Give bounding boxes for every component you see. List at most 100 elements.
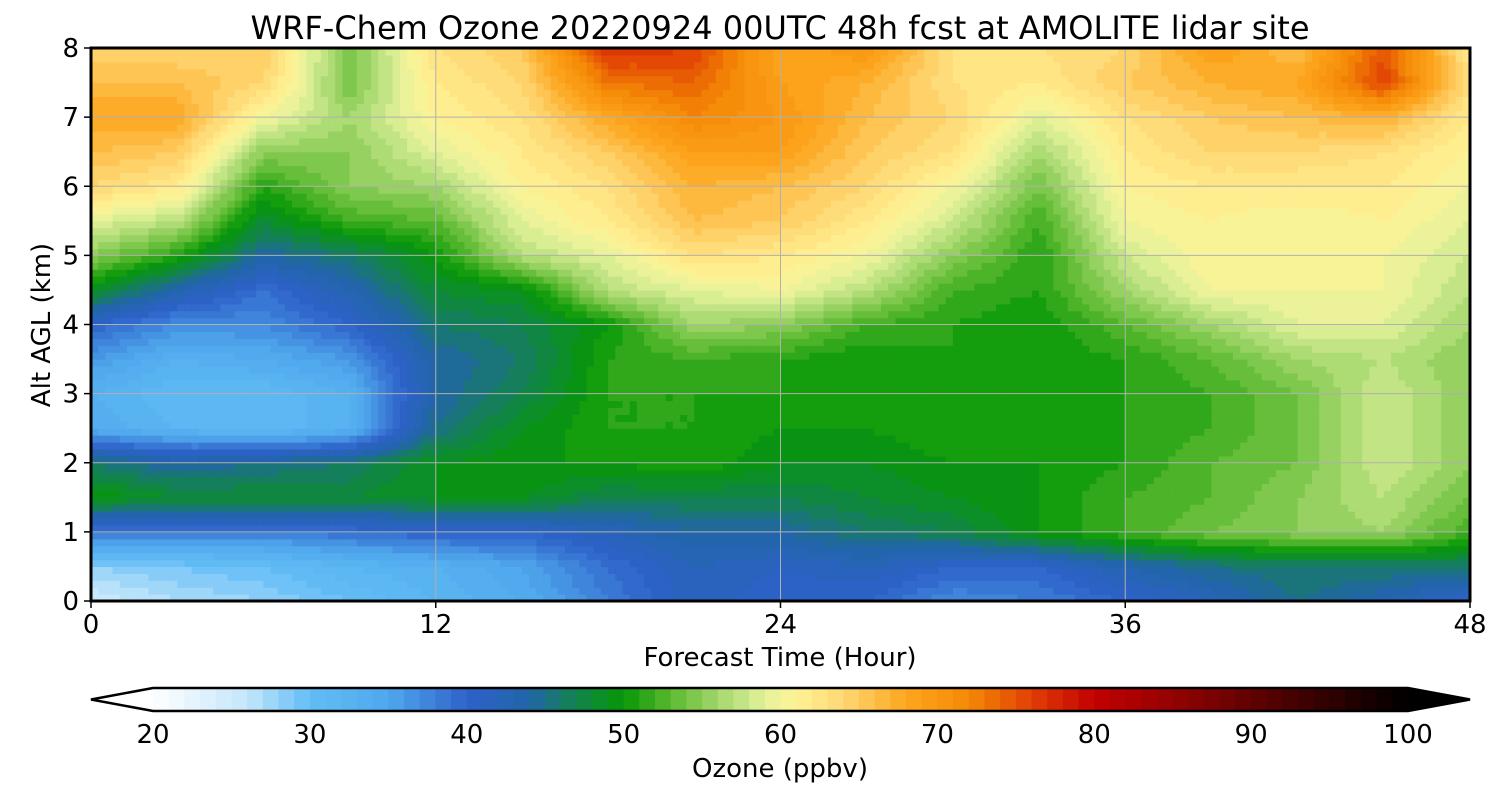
heatmap-cell bbox=[1434, 504, 1442, 512]
heatmap-cell bbox=[952, 469, 961, 478]
heatmap-cell bbox=[565, 594, 573, 601]
heatmap-cell bbox=[1074, 455, 1083, 464]
heatmap-cell bbox=[1146, 421, 1155, 429]
heatmap-cell bbox=[363, 559, 372, 568]
heatmap-cell bbox=[550, 511, 559, 519]
heatmap-cell bbox=[744, 421, 753, 429]
heatmap-cell bbox=[1132, 524, 1141, 533]
heatmap-cell bbox=[1031, 435, 1040, 443]
heatmap-cell bbox=[356, 435, 365, 443]
heatmap-cell bbox=[1412, 524, 1421, 533]
heatmap-cell bbox=[313, 455, 322, 464]
heatmap-cell bbox=[1189, 511, 1198, 519]
heatmap-cell bbox=[981, 531, 990, 540]
heatmap-cell bbox=[428, 580, 437, 588]
heatmap-cell bbox=[895, 421, 904, 429]
heatmap-cell bbox=[1067, 469, 1076, 478]
heatmap-cell bbox=[471, 421, 480, 429]
heatmap-cell bbox=[148, 462, 157, 471]
heatmap-cell bbox=[715, 462, 724, 471]
heatmap-cell bbox=[349, 442, 358, 450]
heatmap-cell bbox=[313, 435, 322, 443]
heatmap-cell bbox=[241, 483, 250, 491]
heatmap-cell bbox=[1355, 476, 1363, 485]
heatmap-cell bbox=[514, 497, 523, 505]
heatmap-cell bbox=[1024, 580, 1033, 588]
heatmap-cell bbox=[356, 566, 365, 574]
heatmap-cell bbox=[1139, 538, 1148, 547]
heatmap-cell bbox=[220, 483, 229, 491]
heatmap-cell bbox=[464, 469, 473, 478]
heatmap-cell bbox=[356, 455, 365, 464]
heatmap-cell bbox=[1268, 462, 1277, 471]
heatmap-cell bbox=[1412, 504, 1421, 512]
heatmap-cell bbox=[694, 428, 703, 436]
heatmap-cell bbox=[1218, 566, 1227, 574]
heatmap-cell bbox=[572, 587, 580, 595]
heatmap-cell bbox=[1304, 504, 1313, 512]
heatmap-cell bbox=[665, 580, 674, 588]
heatmap-cell bbox=[371, 462, 379, 471]
heatmap-cell bbox=[1455, 594, 1464, 601]
heatmap-cell bbox=[931, 462, 940, 471]
heatmap-cell bbox=[1017, 545, 1026, 554]
heatmap-cell bbox=[636, 497, 645, 505]
heatmap-cell bbox=[292, 587, 300, 595]
heatmap-cell bbox=[1225, 559, 1234, 568]
heatmap-cell bbox=[622, 497, 631, 505]
heatmap-cell bbox=[1304, 559, 1313, 568]
heatmap-cell bbox=[1225, 580, 1234, 588]
heatmap-cell bbox=[521, 573, 530, 581]
heatmap-cell bbox=[148, 538, 157, 547]
heatmap-cell bbox=[565, 573, 573, 581]
heatmap-cell bbox=[1405, 497, 1414, 505]
heatmap-cell bbox=[105, 455, 114, 464]
heatmap-cell bbox=[1139, 421, 1148, 429]
heatmap-cell bbox=[421, 497, 430, 505]
heatmap-cell bbox=[658, 421, 667, 429]
heatmap-cell bbox=[1261, 469, 1270, 478]
heatmap-cell bbox=[1197, 490, 1205, 498]
heatmap-cell bbox=[500, 538, 509, 547]
heatmap-cell bbox=[622, 518, 631, 526]
heatmap-cell bbox=[744, 469, 753, 478]
heatmap-cell bbox=[830, 497, 839, 505]
heatmap-cell bbox=[486, 545, 494, 554]
heatmap-cell bbox=[615, 455, 624, 464]
heatmap-cell bbox=[1139, 573, 1148, 581]
heatmap-cell bbox=[593, 442, 602, 450]
heatmap-cell bbox=[141, 587, 150, 595]
heatmap-cell bbox=[1240, 573, 1248, 581]
heatmap-cell bbox=[701, 545, 710, 554]
heatmap-cell bbox=[1398, 455, 1406, 464]
heatmap-cell bbox=[995, 531, 1004, 540]
heatmap-cell bbox=[1347, 421, 1356, 429]
heatmap-cell bbox=[1096, 442, 1105, 450]
heatmap-cell bbox=[1003, 421, 1011, 429]
heatmap-cell bbox=[1039, 552, 1047, 561]
heatmap-cell bbox=[198, 428, 207, 436]
heatmap-cell bbox=[960, 580, 968, 588]
heatmap-cell bbox=[205, 552, 214, 561]
heatmap-cell bbox=[658, 518, 667, 526]
heatmap-cell bbox=[1311, 538, 1320, 547]
heatmap-cell bbox=[1074, 573, 1083, 581]
heatmap-cell bbox=[320, 442, 329, 450]
heatmap-cell bbox=[1197, 428, 1205, 436]
heatmap-cell bbox=[421, 587, 430, 595]
heatmap-cell bbox=[306, 504, 315, 512]
heatmap-cell bbox=[320, 559, 329, 568]
heatmap-cell bbox=[909, 566, 918, 574]
heatmap-cell bbox=[945, 421, 954, 429]
heatmap-cell bbox=[1031, 559, 1040, 568]
heatmap-cell bbox=[1268, 531, 1277, 540]
heatmap-cell bbox=[823, 483, 832, 491]
heatmap-cell bbox=[1319, 442, 1327, 450]
heatmap-cell bbox=[758, 573, 767, 581]
heatmap-cell bbox=[608, 490, 616, 498]
heatmap-cell bbox=[399, 497, 408, 505]
heatmap-cell bbox=[1283, 587, 1292, 595]
heatmap-cell bbox=[701, 483, 710, 491]
heatmap-cell bbox=[1175, 573, 1184, 581]
heatmap-cell bbox=[715, 552, 724, 561]
